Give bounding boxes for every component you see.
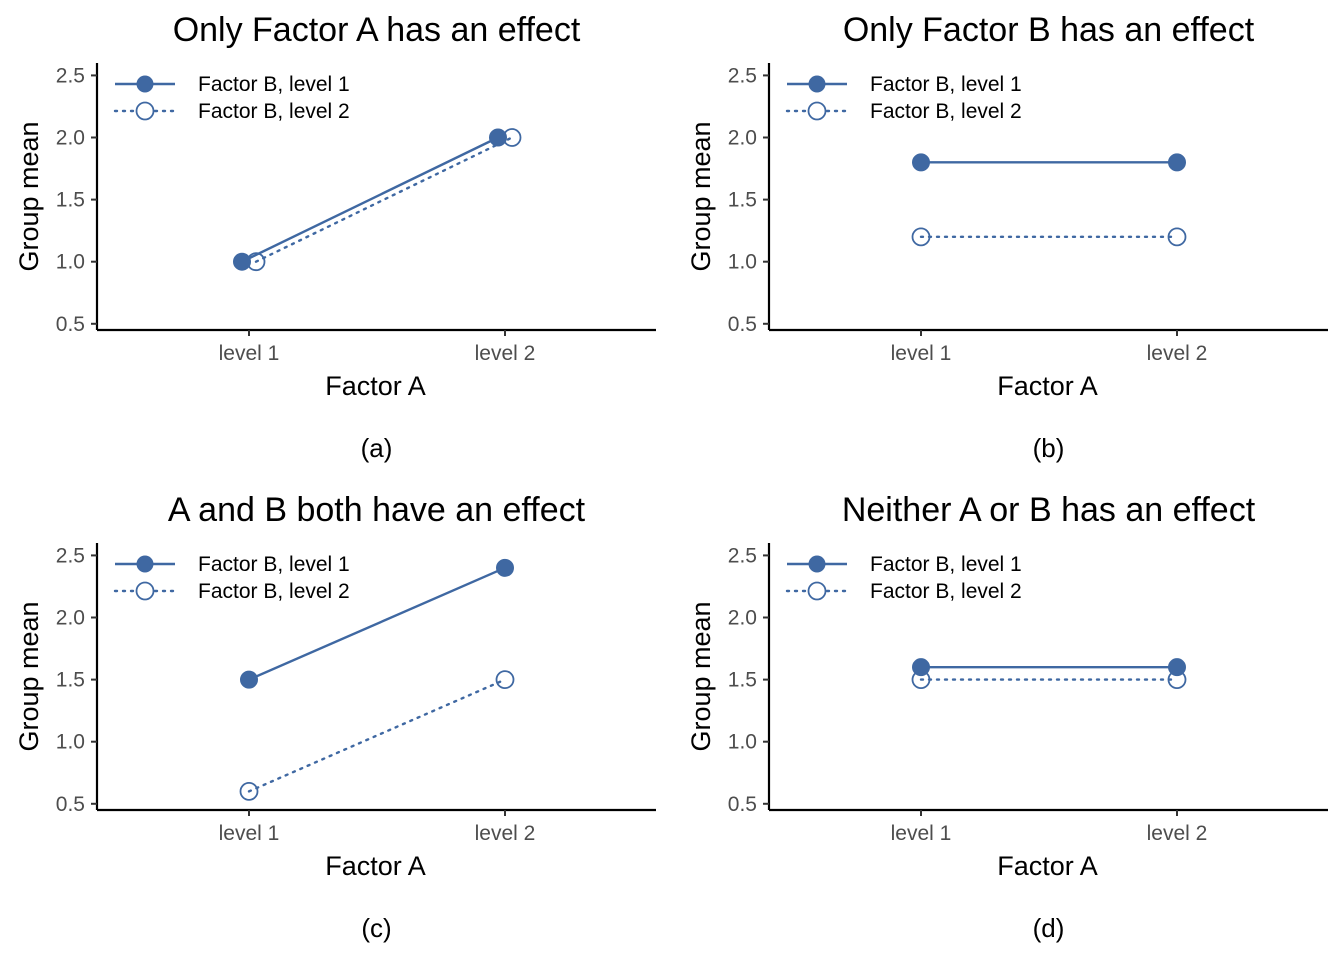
legend-label: Factor B, level 1: [870, 73, 1022, 96]
series-line-2: [247, 678, 507, 793]
y-tick-label: 2.5: [728, 544, 757, 567]
legend-key-marker: [136, 555, 154, 573]
y-tick-label: 2.0: [56, 127, 85, 150]
legend-key-marker: [808, 75, 826, 93]
y-tick-label: 1.5: [56, 669, 85, 692]
data-point-filled: [1168, 153, 1186, 172]
legend: Factor B, level 1 Factor B, level 2: [785, 553, 1022, 603]
y-tick-label: 1.5: [728, 669, 757, 692]
panel-caption: (a): [361, 433, 393, 463]
legend-key-marker: [135, 101, 155, 121]
y-tick-label: 2.5: [56, 544, 85, 567]
data-point-filled: [240, 670, 258, 689]
y-tick-label: 2.5: [728, 64, 757, 87]
data-point-filled: [912, 658, 930, 677]
x-tick-label: level 2: [1147, 342, 1208, 365]
y-tick-label: 2.0: [728, 607, 757, 630]
data-point-open: [239, 781, 259, 801]
y-axis-title: Group mean: [686, 601, 716, 751]
y-tick-label: 2.5: [56, 64, 85, 87]
x-tick-label: level 2: [475, 822, 536, 845]
panel-caption: (c): [361, 913, 391, 943]
y-axis-title: Group mean: [14, 601, 44, 751]
y-tick-label: 0.5: [728, 793, 757, 816]
x-axis-title: Factor A: [997, 371, 1098, 401]
legend-label: Factor B, level 1: [198, 73, 350, 96]
panel-caption: (d): [1033, 913, 1065, 943]
legend-key-marker: [135, 581, 155, 601]
legend-label: Factor B, level 2: [198, 580, 350, 603]
x-axis-title: Factor A: [997, 851, 1098, 881]
legend-key-marker: [808, 555, 826, 573]
chart-title: Only Factor B has an effect: [843, 11, 1255, 49]
data-point-filled: [496, 558, 514, 577]
legend-key-marker: [807, 581, 827, 601]
y-tick-label: 1.0: [728, 251, 757, 274]
data-point-filled: [489, 128, 507, 147]
chart-panel-3: A and B both have an effect 0.5 1.0 1.5 2.0 2…: [14, 491, 656, 943]
y-tick-label: 0.5: [56, 793, 85, 816]
data-point-filled: [912, 153, 930, 172]
legend-label: Factor B, level 1: [198, 553, 350, 576]
x-axis-title: Factor A: [325, 851, 426, 881]
legend-label: Factor B, level 2: [870, 100, 1022, 123]
y-tick-label: 1.0: [728, 731, 757, 754]
y-tick-label: 1.0: [56, 731, 85, 754]
chart-title: Neither A or B has an effect: [842, 491, 1256, 529]
panel-caption: (b): [1033, 433, 1065, 463]
data-point-open: [911, 227, 931, 247]
data-point-open: [495, 670, 515, 690]
chart-title: Only Factor A has an effect: [173, 11, 581, 49]
y-tick-label: 1.0: [56, 251, 85, 274]
x-tick-label: level 1: [219, 822, 280, 845]
data-point-open: [1167, 227, 1187, 247]
x-tick-label: level 1: [891, 822, 952, 845]
legend: Factor B, level 1 Factor B, level 2: [785, 73, 1022, 123]
series-line-2: [254, 136, 514, 263]
series-line-1: [241, 136, 499, 263]
legend-key-marker: [807, 101, 827, 121]
y-tick-label: 1.5: [728, 189, 757, 212]
legend: Factor B, level 1 Factor B, level 2: [113, 73, 350, 123]
x-tick-label: level 1: [219, 342, 280, 365]
chart-panel-1: Only Factor A has an effect 0.5 1.0 1.5 2.0 2…: [14, 11, 656, 463]
x-tick-label: level 1: [891, 342, 952, 365]
legend: Factor B, level 1 Factor B, level 2: [113, 553, 350, 603]
data-point-filled: [1168, 658, 1186, 677]
x-tick-label: level 2: [1147, 822, 1208, 845]
y-tick-label: 2.0: [56, 607, 85, 630]
y-tick-label: 1.5: [56, 189, 85, 212]
y-axis-title: Group mean: [686, 121, 716, 271]
chart-title: A and B both have an effect: [168, 491, 586, 529]
legend-label: Factor B, level 2: [870, 580, 1022, 603]
x-axis-title: Factor A: [325, 371, 426, 401]
x-tick-label: level 2: [475, 342, 536, 365]
data-point-filled: [233, 252, 251, 271]
chart-panel-2: Only Factor B has an effect 0.5 1.0 1.5 2.0 2…: [686, 11, 1328, 463]
chart-panel-4: Neither A or B has an effect 0.5 1.0 1.5 2.0…: [686, 491, 1328, 943]
legend-label: Factor B, level 2: [198, 100, 350, 123]
legend-key-marker: [136, 75, 154, 93]
legend-label: Factor B, level 1: [870, 553, 1022, 576]
y-tick-label: 0.5: [728, 313, 757, 336]
y-tick-label: 0.5: [56, 313, 85, 336]
y-axis-title: Group mean: [14, 121, 44, 271]
series-line-1: [248, 566, 506, 681]
y-tick-label: 2.0: [728, 127, 757, 150]
